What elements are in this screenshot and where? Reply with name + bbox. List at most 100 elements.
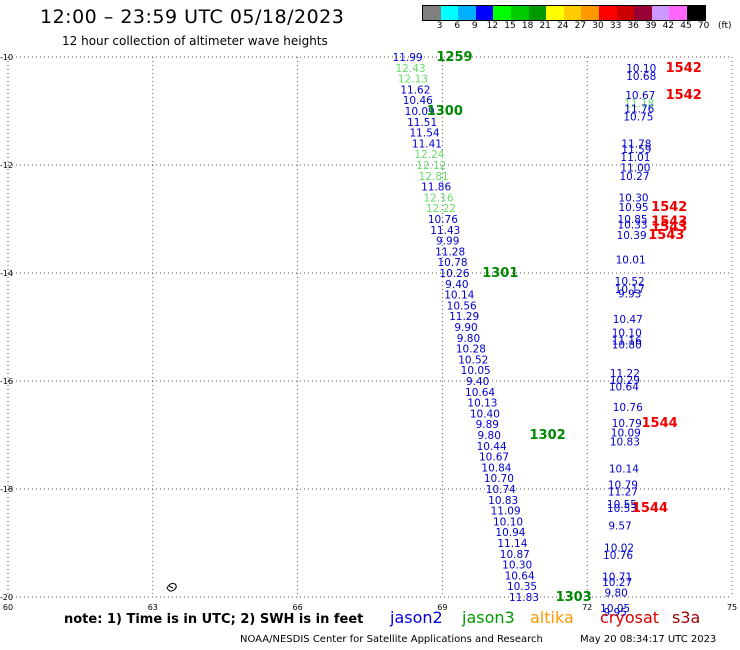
wave-height-value: 10.35	[507, 581, 537, 593]
wave-height-value: 10.30	[619, 192, 649, 204]
pass-time-label: 1542	[651, 200, 687, 215]
wave-height-value: 10.02	[604, 542, 634, 554]
color-scale-tick: 21	[539, 21, 551, 31]
pass-time-label: 1542	[666, 61, 702, 76]
color-swatch	[563, 6, 582, 20]
wave-height-value: 10.79	[612, 418, 642, 430]
wave-height-value: 10.64	[465, 387, 495, 399]
wave-height-value: 11.86	[421, 182, 451, 194]
wave-height-value: 11.51	[407, 117, 437, 129]
wave-height-value: 10.33	[618, 219, 648, 231]
wave-height-value: 10.55	[607, 499, 637, 511]
color-scale-tick: 30	[592, 21, 604, 31]
pass-time-label: 1259	[436, 50, 472, 65]
lat-tick-label: -20	[0, 593, 13, 602]
color-swatch	[510, 6, 529, 20]
color-swatch	[598, 6, 617, 20]
credit-line: NOAA/NESDIS Center for Satellite Applica…	[240, 634, 543, 645]
wave-height-value: 10.39	[617, 230, 647, 242]
wave-height-value: 10.05	[461, 365, 491, 377]
color-scale-tick: 12	[486, 21, 499, 31]
footnote: note: 1) Time is in UTC; 2) SWH is in fe…	[64, 612, 364, 627]
wave-height-value: 10.80	[612, 339, 642, 351]
wave-height-value: 10.79	[608, 480, 638, 492]
wave-height-value: 11.22	[610, 368, 640, 380]
wave-height-value: 9.93	[618, 289, 641, 301]
wave-height-value: 12.16	[424, 192, 454, 204]
wave-height-value: 11.01	[620, 152, 650, 164]
color-scale-tick: 27	[574, 21, 587, 31]
color-scale-tick: 36	[627, 21, 639, 31]
wave-height-value: 9.99	[436, 236, 459, 248]
legend-entry-s3a: s3a	[672, 608, 701, 627]
color-swatch	[581, 6, 599, 20]
color-scale-tick: 42	[662, 21, 675, 31]
wave-height-value: 12.13	[398, 74, 428, 86]
color-scale-tick: 3	[436, 21, 443, 31]
legend-entry-jason3: jason3	[462, 608, 515, 627]
wave-height-value: 10.09	[405, 106, 435, 118]
wave-height-value: 9.80	[604, 588, 627, 600]
wave-height-value: 11.43	[430, 225, 460, 237]
color-swatch	[546, 6, 564, 20]
wave-height-value: 10.05	[600, 603, 630, 615]
wave-height-value: 11.28	[435, 246, 465, 258]
wave-height-value: 10.46	[403, 95, 433, 107]
wave-height-value: 12.43	[396, 63, 426, 75]
wave-height-value: 12.24	[414, 149, 444, 161]
pass-time-label: 1301	[482, 266, 518, 281]
color-swatch	[458, 6, 476, 20]
wave-height-value: 10.94	[495, 527, 525, 539]
pass-time-label: 1542	[666, 88, 702, 103]
wave-height-value: 10.14	[444, 290, 474, 302]
legend-entry-altika: altika	[530, 608, 574, 627]
wave-height-value: 10.71	[602, 571, 632, 583]
wave-height-value: 11.16	[612, 336, 642, 348]
wave-height-value: 10.78	[438, 257, 468, 269]
pass-time-label: 1544	[642, 416, 678, 431]
wave-height-value: 10.26	[439, 268, 469, 280]
wave-height-value: 9.80	[457, 333, 480, 345]
wave-height-value: 10.30	[502, 560, 532, 572]
wave-height-value: 9.40	[466, 376, 489, 388]
wave-height-value: 10.14	[609, 463, 639, 475]
color-scale-tick: 39	[645, 21, 657, 31]
wave-height-value: 10.29	[610, 375, 640, 387]
wave-height-value: 10.64	[609, 381, 639, 393]
wave-height-value: 10.70	[484, 473, 514, 485]
wave-height-value: 10.17	[615, 284, 645, 296]
wave-height-value: 10.52	[458, 354, 488, 366]
wave-height-value: 11.41	[412, 138, 442, 150]
color-swatch	[616, 6, 635, 20]
pass-time-label: 1300	[427, 104, 463, 119]
wave-height-value: 10.76	[428, 214, 458, 226]
island-outline	[166, 583, 177, 592]
wave-height-value: 9.80	[478, 430, 501, 442]
wave-height-value: 10.67	[625, 90, 655, 102]
wave-height-value: 12.12	[416, 160, 446, 172]
wave-height-value: 10.74	[486, 484, 516, 496]
lon-tick-label: 75	[727, 603, 737, 612]
lat-tick-label: -16	[0, 377, 13, 386]
wave-height-value: 10.76	[613, 402, 643, 414]
wave-height-value: 10.85	[618, 214, 648, 226]
map-subtitle: 12 hour collection of altimeter wave hei…	[62, 34, 328, 48]
wave-height-value: 10.47	[613, 314, 643, 326]
wave-height-value: 10.28	[456, 344, 486, 356]
lat-tick-label: -14	[0, 269, 13, 278]
color-scale-tick: 70	[697, 21, 710, 31]
wave-height-value: 11.54	[410, 128, 440, 140]
pass-time-label: 1543	[651, 220, 687, 235]
lon-tick-label: 72	[582, 603, 592, 612]
color-scale-tick: 24	[557, 21, 569, 31]
wave-height-value: 10.09	[611, 427, 641, 439]
wave-height-value: 10.56	[447, 300, 477, 312]
color-swatch	[669, 6, 687, 20]
wave-height-value: 10.10	[612, 327, 642, 339]
color-scale-tick: 15	[504, 21, 516, 31]
lon-tick-label: 69	[437, 603, 447, 612]
wave-height-value: 11.76	[624, 103, 654, 115]
color-swatch	[634, 6, 652, 20]
wave-height-value: 10.52	[615, 276, 645, 288]
wave-height-value: 9.90	[454, 322, 477, 334]
